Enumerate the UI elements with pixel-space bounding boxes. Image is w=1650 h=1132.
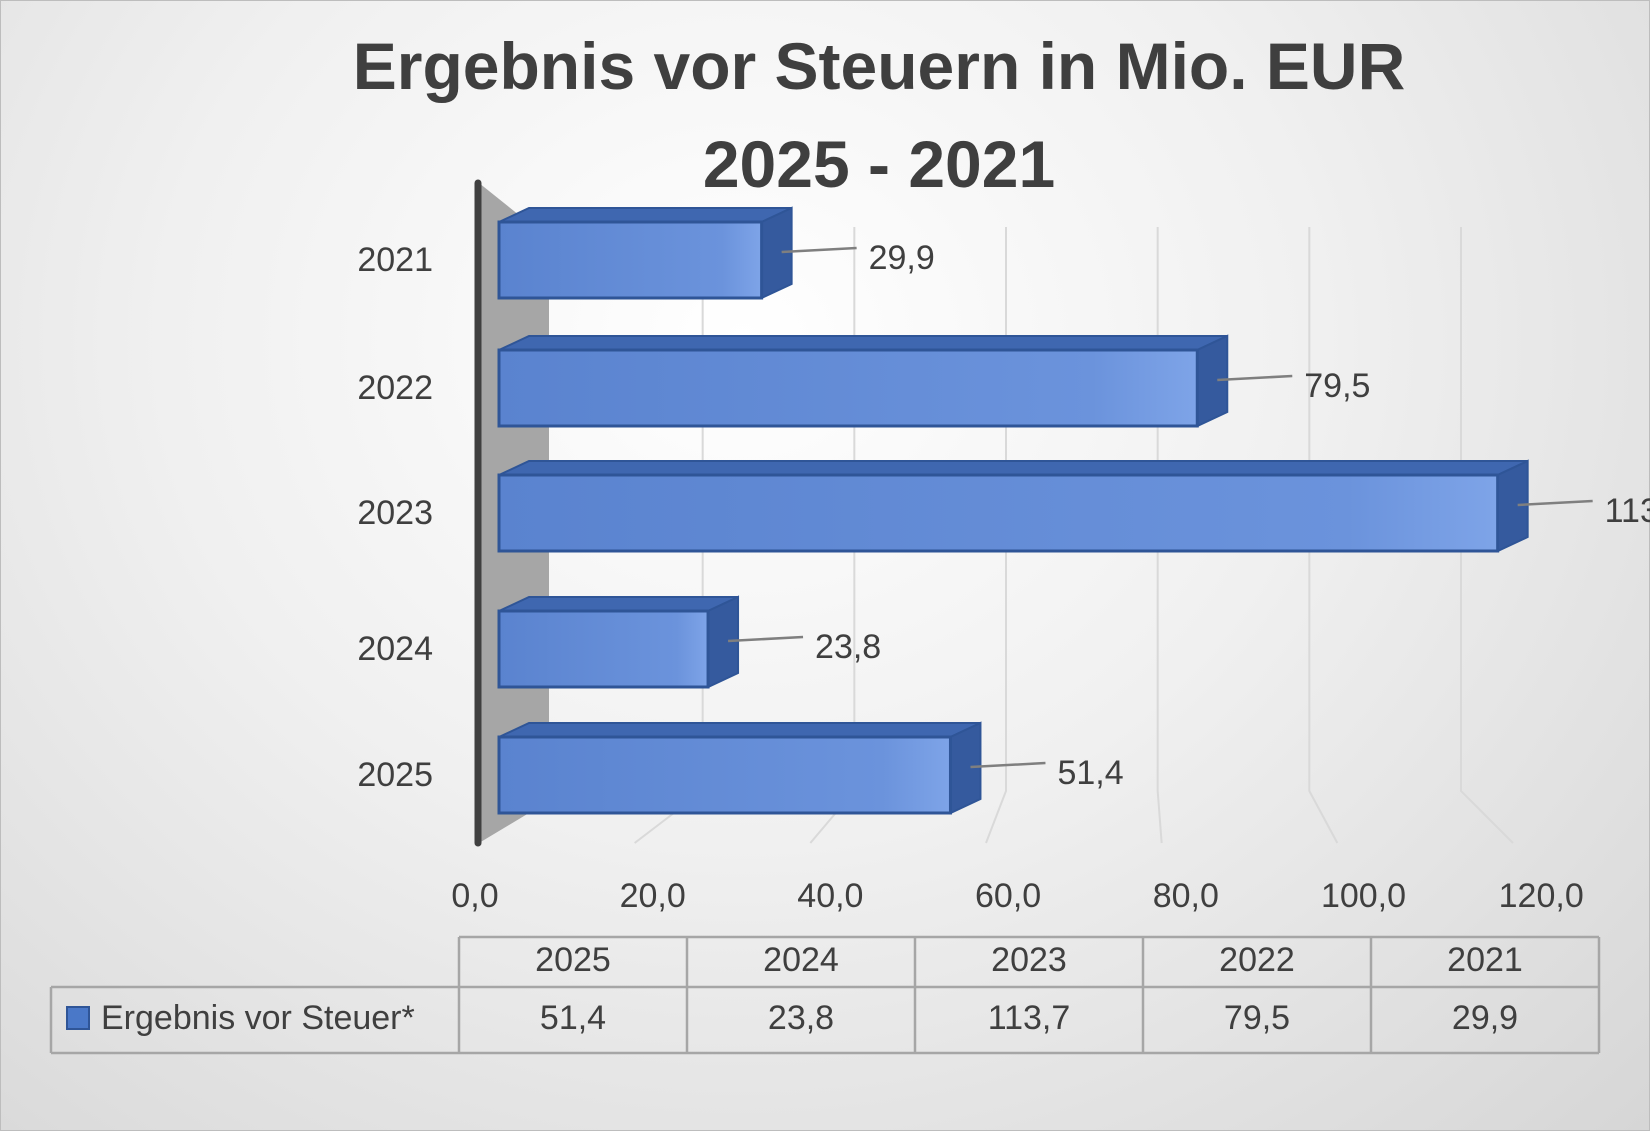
table-header-2022: 2022: [1219, 941, 1295, 979]
category-label-2023: 2023: [357, 494, 433, 532]
bar-2024: [497, 595, 740, 689]
data-label-2021: 29,9: [869, 239, 935, 277]
bar-2025: [497, 721, 982, 815]
bar-side-face: [1496, 459, 1529, 553]
gridline: [1460, 227, 1514, 844]
table-header-2025: 2025: [535, 941, 611, 979]
category-label-2021: 2021: [357, 241, 433, 279]
data-label-2022: 79,5: [1304, 367, 1370, 405]
table-cell-2023: 113,7: [988, 999, 1071, 1037]
table-header-2023: 2023: [991, 941, 1067, 979]
data-label-2023: 113,7: [1605, 492, 1650, 530]
bar-front-face: [497, 220, 764, 300]
x-tick-label: 40,0: [797, 877, 863, 915]
bar-top-face: [498, 335, 1228, 351]
x-tick-labels: 0,0 20,0 40,0 60,0 80,0 100,0 120,0: [451, 877, 1583, 915]
bar-front-face: [497, 735, 952, 815]
x-tick-label: 0,0: [451, 877, 498, 915]
data-labels: 51,4 23,8 113,7 79,5 29,9: [727, 239, 1650, 792]
data-label-2025: 51,4: [1057, 754, 1123, 792]
bar-2022: [497, 334, 1229, 428]
table-cell-2024: 23,8: [768, 999, 834, 1037]
bar-top-face: [498, 207, 793, 223]
x-tick-label: 120,0: [1499, 877, 1584, 915]
data-table: 2025 2024 2023 2022 2021 51,4 23,8 113,7 79,5 29,…: [49, 935, 1601, 1055]
x-tick-label: 60,0: [975, 877, 1041, 915]
bar-side-face: [1196, 334, 1229, 428]
bar-top-face: [498, 460, 1529, 476]
table-cell-2025: 51,4: [540, 999, 606, 1037]
category-label-2024: 2024: [357, 630, 433, 668]
table-header-2024: 2024: [763, 941, 839, 979]
data-label-leader: [781, 246, 857, 254]
table-cell-2021: 29,9: [1452, 999, 1518, 1037]
data-label-leader: [970, 761, 1046, 769]
data-label-leader: [1217, 374, 1293, 382]
chart-subtitle: 2025 - 2021: [703, 127, 1055, 201]
x-tick-label: 100,0: [1321, 877, 1406, 915]
category-label-2025: 2025: [357, 756, 433, 794]
bar-side-face: [707, 595, 740, 689]
gridline: [1308, 227, 1339, 844]
table-cell-2022: 79,5: [1224, 999, 1290, 1037]
data-label-leader: [727, 635, 804, 643]
x-tick-label: 80,0: [1153, 877, 1219, 915]
bar-front-face: [497, 473, 1500, 553]
category-labels: 2025 2024 2023 2022 2021: [357, 241, 433, 794]
bar-top-face: [498, 722, 981, 738]
legend-key-square: [66, 1006, 90, 1030]
data-label-leader: [1517, 499, 1593, 507]
x-tick-label: 20,0: [620, 877, 686, 915]
bar-top-face: [498, 596, 739, 612]
bar-side-face: [760, 206, 793, 300]
chart-title: Ergebnis vor Steuern in Mio. EUR: [353, 29, 1406, 103]
category-label-2022: 2022: [357, 369, 433, 407]
bar-front-face: [497, 348, 1199, 428]
data-label-2024: 23,8: [815, 628, 881, 666]
bar-front-face: [497, 609, 710, 689]
bar-2021: [497, 206, 793, 300]
bar-side-face: [949, 721, 982, 815]
bar-2023: [497, 459, 1529, 553]
table-row-label: Ergebnis vor Steuer*: [101, 999, 415, 1037]
table-header-2021: 2021: [1447, 941, 1523, 979]
bars: [497, 206, 1529, 815]
